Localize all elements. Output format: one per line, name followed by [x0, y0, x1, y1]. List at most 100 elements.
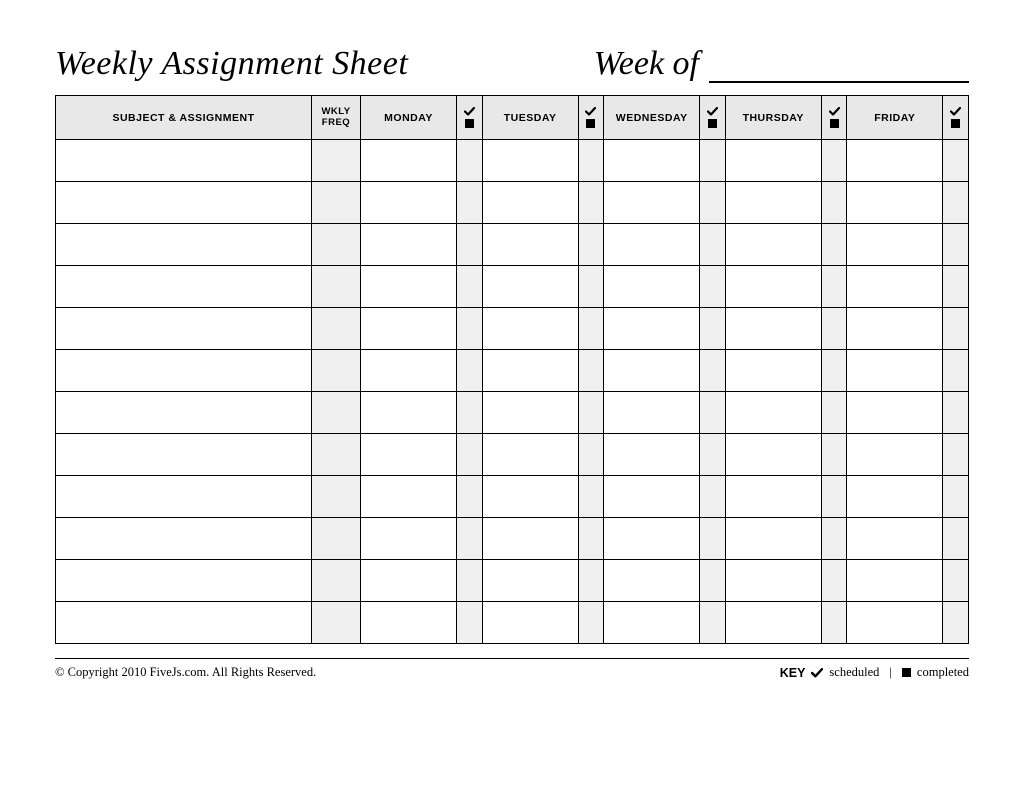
cell-check[interactable]	[943, 182, 969, 224]
cell-subject[interactable]	[56, 392, 312, 434]
cell-check[interactable]	[700, 476, 726, 518]
cell-day[interactable]	[604, 266, 700, 308]
cell-subject[interactable]	[56, 602, 312, 644]
cell-check[interactable]	[578, 350, 604, 392]
cell-freq[interactable]	[311, 308, 360, 350]
cell-check[interactable]	[457, 560, 483, 602]
cell-check[interactable]	[821, 308, 847, 350]
cell-day[interactable]	[361, 392, 457, 434]
cell-day[interactable]	[482, 560, 578, 602]
cell-day[interactable]	[604, 182, 700, 224]
cell-check[interactable]	[578, 518, 604, 560]
cell-check[interactable]	[943, 602, 969, 644]
cell-freq[interactable]	[311, 224, 360, 266]
cell-check[interactable]	[821, 266, 847, 308]
cell-day[interactable]	[361, 350, 457, 392]
cell-check[interactable]	[578, 308, 604, 350]
cell-check[interactable]	[943, 476, 969, 518]
cell-day[interactable]	[604, 392, 700, 434]
cell-check[interactable]	[457, 434, 483, 476]
cell-check[interactable]	[700, 518, 726, 560]
cell-day[interactable]	[725, 560, 821, 602]
cell-check[interactable]	[457, 140, 483, 182]
cell-check[interactable]	[578, 560, 604, 602]
cell-day[interactable]	[725, 476, 821, 518]
cell-day[interactable]	[361, 434, 457, 476]
cell-subject[interactable]	[56, 182, 312, 224]
cell-day[interactable]	[482, 602, 578, 644]
cell-freq[interactable]	[311, 434, 360, 476]
cell-day[interactable]	[604, 350, 700, 392]
cell-check[interactable]	[943, 266, 969, 308]
cell-day[interactable]	[847, 224, 943, 266]
cell-check[interactable]	[700, 140, 726, 182]
cell-day[interactable]	[847, 266, 943, 308]
cell-subject[interactable]	[56, 308, 312, 350]
cell-check[interactable]	[821, 392, 847, 434]
cell-freq[interactable]	[311, 392, 360, 434]
cell-check[interactable]	[457, 350, 483, 392]
cell-check[interactable]	[700, 266, 726, 308]
cell-check[interactable]	[578, 602, 604, 644]
cell-check[interactable]	[700, 602, 726, 644]
cell-day[interactable]	[482, 308, 578, 350]
cell-day[interactable]	[725, 434, 821, 476]
cell-subject[interactable]	[56, 560, 312, 602]
cell-day[interactable]	[482, 266, 578, 308]
cell-check[interactable]	[457, 392, 483, 434]
cell-day[interactable]	[847, 518, 943, 560]
cell-day[interactable]	[725, 224, 821, 266]
cell-day[interactable]	[604, 434, 700, 476]
cell-day[interactable]	[847, 476, 943, 518]
cell-day[interactable]	[361, 518, 457, 560]
cell-day[interactable]	[847, 308, 943, 350]
cell-day[interactable]	[725, 266, 821, 308]
cell-check[interactable]	[457, 476, 483, 518]
cell-day[interactable]	[482, 350, 578, 392]
cell-day[interactable]	[604, 308, 700, 350]
cell-check[interactable]	[943, 140, 969, 182]
cell-check[interactable]	[700, 434, 726, 476]
cell-check[interactable]	[700, 392, 726, 434]
cell-day[interactable]	[725, 182, 821, 224]
cell-day[interactable]	[847, 560, 943, 602]
cell-check[interactable]	[457, 182, 483, 224]
cell-freq[interactable]	[311, 518, 360, 560]
cell-check[interactable]	[821, 350, 847, 392]
cell-freq[interactable]	[311, 476, 360, 518]
cell-day[interactable]	[604, 560, 700, 602]
cell-day[interactable]	[361, 308, 457, 350]
cell-subject[interactable]	[56, 476, 312, 518]
cell-check[interactable]	[457, 602, 483, 644]
cell-subject[interactable]	[56, 518, 312, 560]
cell-check[interactable]	[821, 182, 847, 224]
cell-subject[interactable]	[56, 350, 312, 392]
cell-day[interactable]	[847, 392, 943, 434]
cell-check[interactable]	[943, 308, 969, 350]
cell-day[interactable]	[604, 602, 700, 644]
cell-freq[interactable]	[311, 266, 360, 308]
cell-day[interactable]	[361, 182, 457, 224]
cell-day[interactable]	[725, 350, 821, 392]
week-of-input-line[interactable]	[709, 55, 969, 83]
cell-check[interactable]	[821, 560, 847, 602]
cell-day[interactable]	[847, 350, 943, 392]
cell-check[interactable]	[578, 392, 604, 434]
cell-check[interactable]	[700, 560, 726, 602]
cell-day[interactable]	[725, 518, 821, 560]
cell-day[interactable]	[482, 434, 578, 476]
cell-check[interactable]	[943, 518, 969, 560]
cell-subject[interactable]	[56, 266, 312, 308]
cell-check[interactable]	[457, 308, 483, 350]
cell-day[interactable]	[361, 602, 457, 644]
cell-day[interactable]	[725, 308, 821, 350]
cell-day[interactable]	[482, 224, 578, 266]
cell-freq[interactable]	[311, 560, 360, 602]
cell-day[interactable]	[847, 602, 943, 644]
cell-day[interactable]	[725, 392, 821, 434]
cell-check[interactable]	[821, 434, 847, 476]
cell-check[interactable]	[578, 224, 604, 266]
cell-day[interactable]	[604, 476, 700, 518]
cell-day[interactable]	[725, 140, 821, 182]
cell-check[interactable]	[821, 602, 847, 644]
